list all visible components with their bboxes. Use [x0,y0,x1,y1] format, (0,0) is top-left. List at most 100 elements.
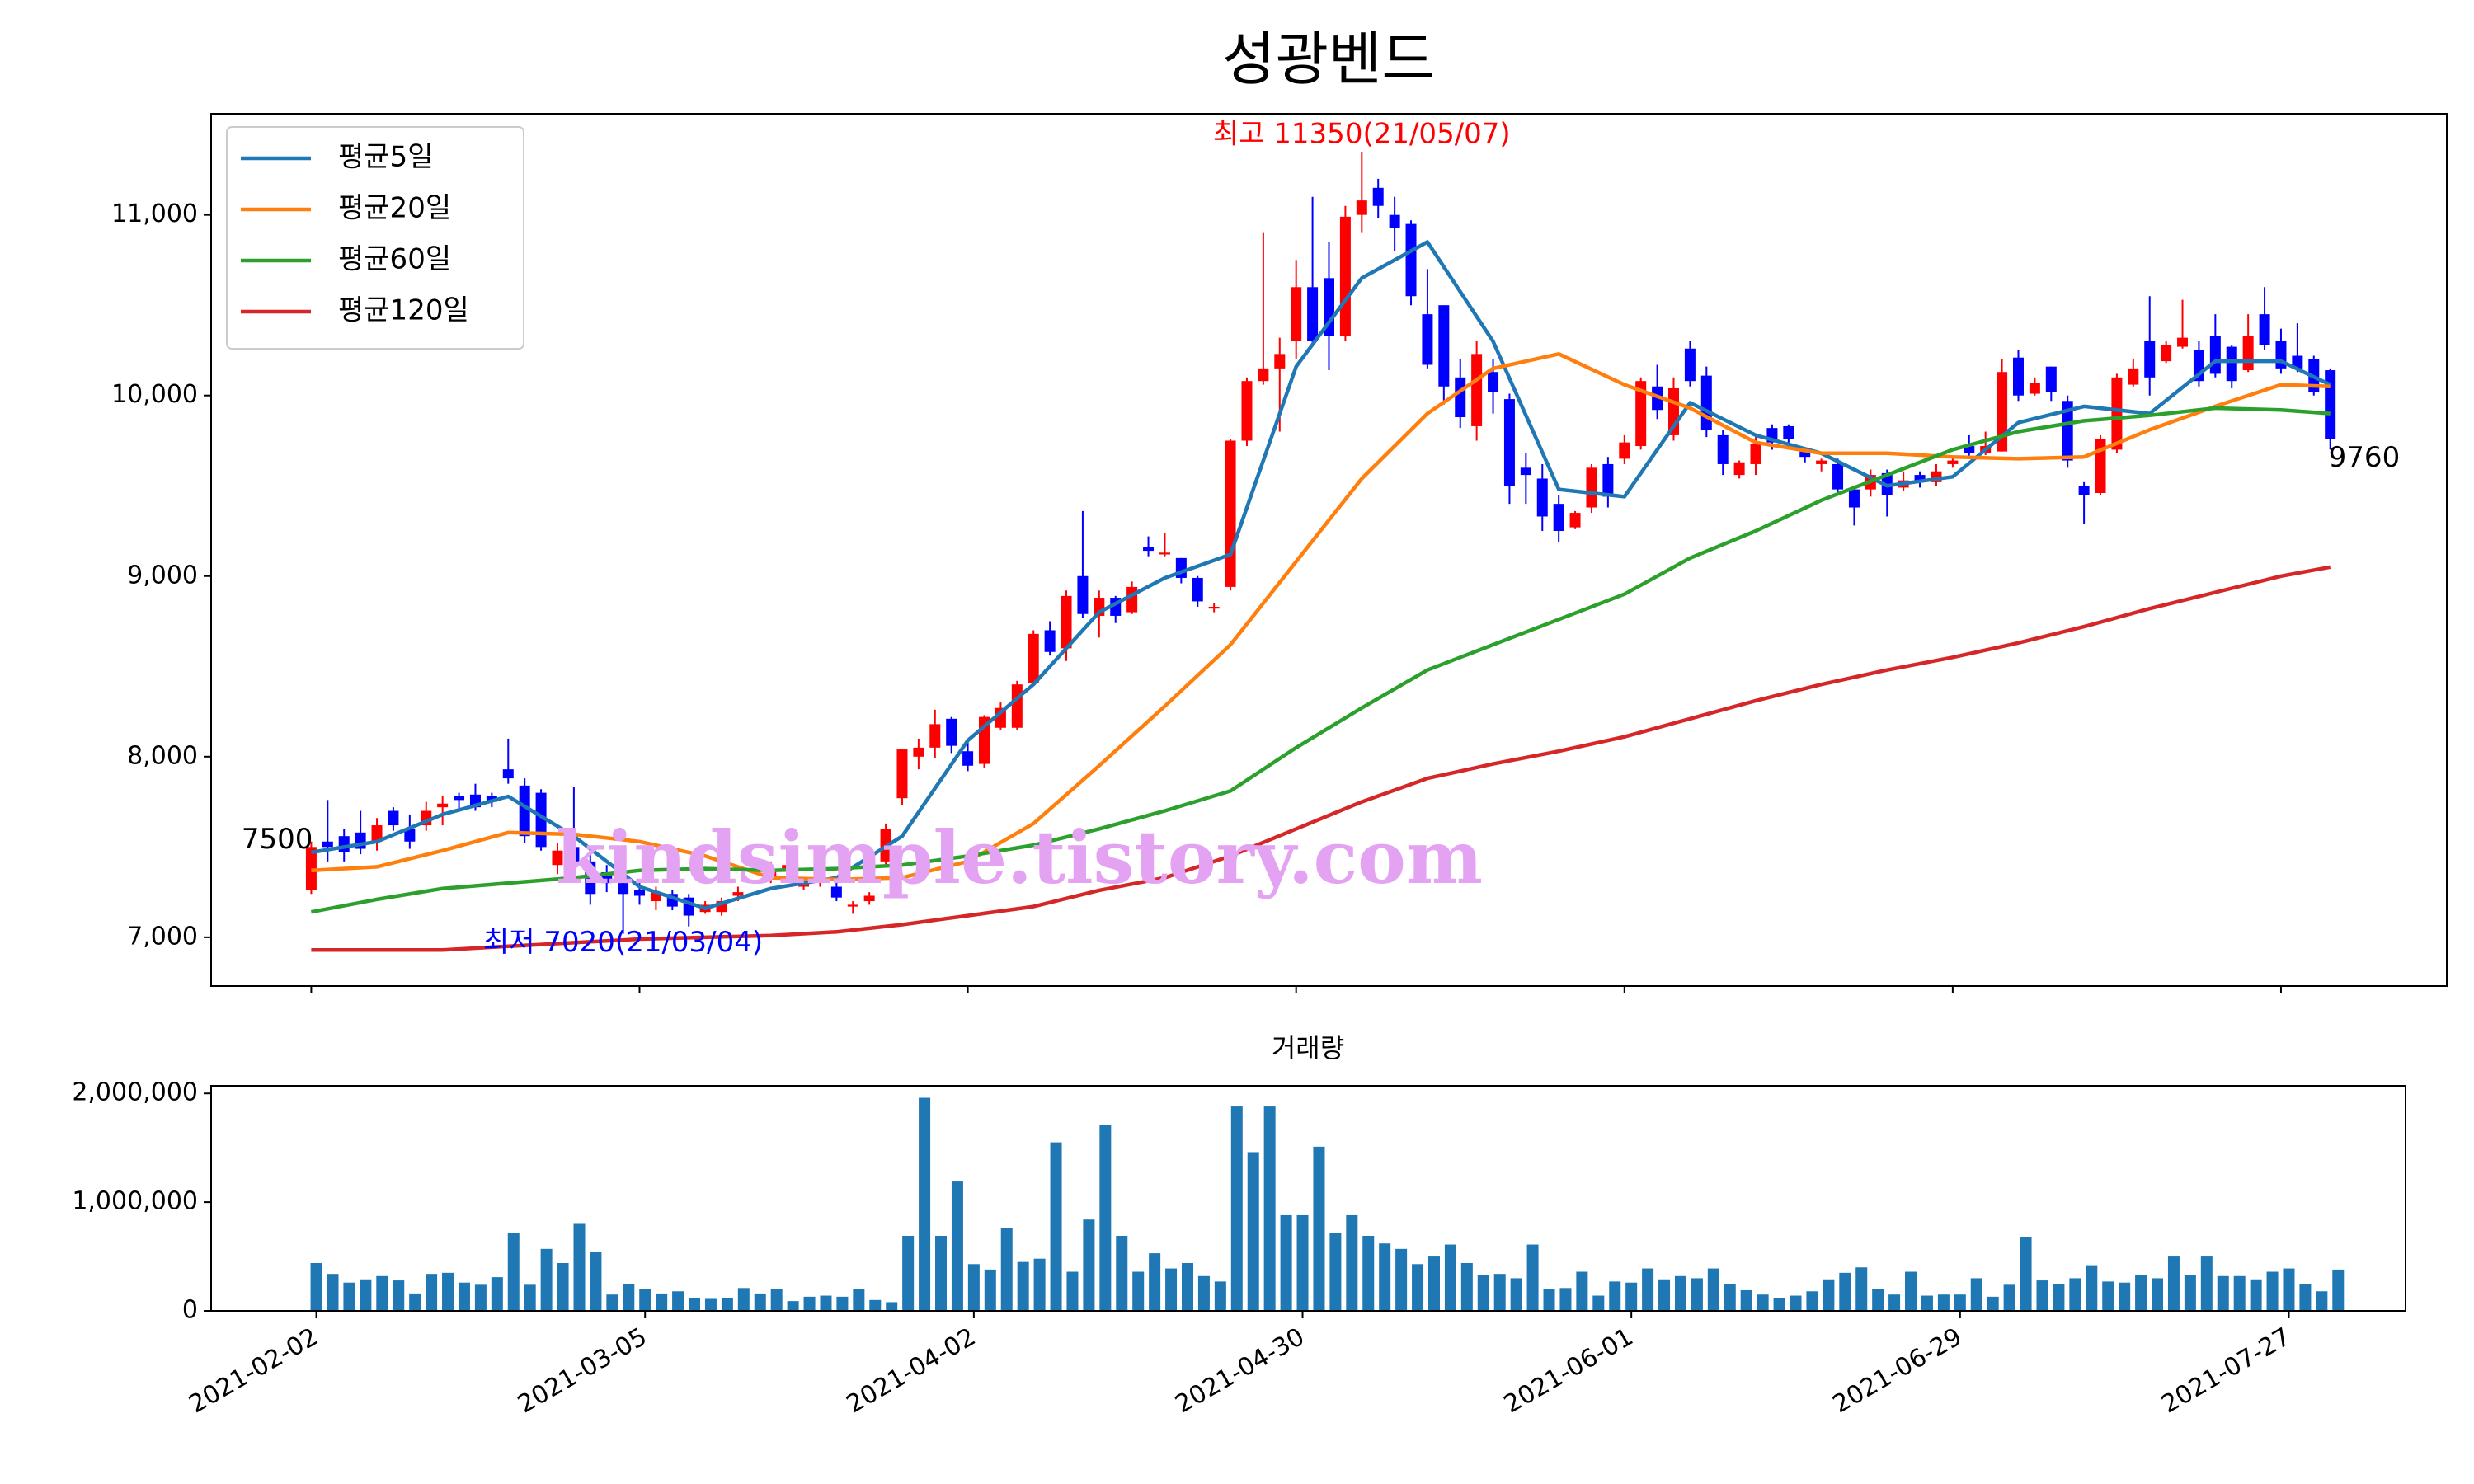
candle-body [2292,355,2303,369]
volume-bar [2020,1237,2032,1311]
candle-body [1389,214,1400,228]
volume-bar [1296,1214,1309,1311]
volume-bar [393,1280,405,1311]
candle-body [1422,314,1433,365]
volume-bar [343,1282,355,1311]
volume-bar [1642,1268,1654,1311]
candle-body [1602,463,1614,497]
candle-body [1143,547,1155,552]
candle-body [1225,440,1236,587]
candle-body [1848,489,1860,508]
candle-body [1783,425,1794,439]
volume-bar [1033,1258,1046,1311]
candle-body [2209,336,2221,374]
candle-body [1520,467,1531,476]
volume-bar [836,1296,849,1311]
volume-bar [1280,1214,1292,1311]
volume-bar [1658,1279,1671,1311]
y-tick-label: 9,000 [127,561,198,589]
candle-body [1488,372,1499,392]
volume-bar [507,1233,520,1311]
volume-bar [1247,1152,1259,1311]
candle-body [2259,314,2270,345]
y-tick-label: 7,000 [127,922,198,951]
candle-body [437,803,449,808]
volume-bar [2036,1280,2048,1311]
volume-bar [1165,1268,1178,1311]
volume-bar [458,1282,470,1311]
volume-bar [2152,1278,2164,1311]
candle-body [1914,475,1926,482]
volume-bar [1872,1289,1884,1311]
candle-body [2111,377,2123,450]
candle-body [322,841,333,848]
volume-bar [606,1294,618,1311]
volume-bar [1839,1272,1851,1311]
volume-bar [491,1277,503,1311]
volume-bar [2184,1275,2196,1311]
candle-body [1438,305,1450,387]
volume-bar [704,1298,717,1311]
candle-body [1569,513,1581,528]
volume-bar [2102,1281,2114,1311]
volume-bar [524,1284,536,1311]
volume-bar [1066,1271,1079,1311]
volume-bar [803,1296,816,1311]
candle-body [2128,368,2139,385]
volume-bar [689,1298,701,1311]
volume-bar [474,1284,487,1311]
volume-bar [967,1264,980,1311]
volume-bar [770,1289,783,1311]
candle-body [782,865,793,869]
candle-body [1717,434,1729,464]
ma-line [311,352,2331,882]
volume-bar [1181,1262,1193,1311]
candle-body [1536,478,1548,517]
volume-bar [984,1269,996,1311]
volume-bar [1197,1275,1210,1311]
volume-bar [1263,1106,1276,1311]
volume-bar [869,1299,882,1311]
candle-body [1208,607,1220,609]
volume-bar [656,1293,668,1311]
volume-bar [1412,1264,1424,1311]
candle-body [2161,345,2172,362]
volume-bar [1526,1244,1539,1311]
volume-bar [721,1298,733,1311]
volume-bar [1674,1275,1686,1311]
candle-body [2045,366,2057,392]
ma-line [310,406,2331,914]
candle-body [2177,337,2189,347]
candle-body [2144,341,2156,378]
volume-bar [360,1279,372,1311]
volume-bar [1379,1243,1391,1311]
candle-body [863,895,875,902]
volume-bar [2299,1284,2312,1311]
volume-bar [935,1236,948,1311]
candle-body [618,883,629,895]
volume-bar [1493,1274,1506,1311]
candle-body [454,796,465,801]
candle-body [1471,354,1483,426]
candle-body [732,892,744,896]
volume-bar [540,1248,553,1311]
candle-body [634,890,646,896]
ma-line [311,240,2331,911]
candle-body [1619,442,1630,459]
volume-bar [2053,1284,2065,1311]
candle-body [1192,577,1203,602]
volume-bar [2233,1275,2246,1311]
legend-box [226,126,524,350]
volume-bar [1757,1294,1769,1311]
legend-label: 평균20일 [338,192,451,225]
volume-bar [2332,1269,2345,1311]
volume-bar [787,1301,799,1311]
volume-bar [1576,1271,1588,1311]
candle-body [1126,586,1138,613]
volume-bar [1856,1267,1868,1311]
candle-body [1455,377,1466,417]
legend-label: 평균5일 [338,141,433,174]
volume-bar [2250,1279,2262,1311]
